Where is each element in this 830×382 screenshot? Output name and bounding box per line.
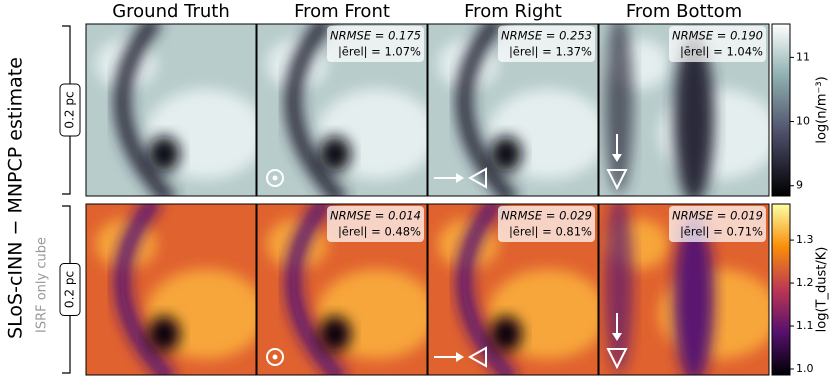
view-icon: [272, 175, 278, 181]
panel-frame: [598, 23, 770, 197]
panel-frame: [256, 23, 428, 197]
filament: [456, 204, 519, 375]
column-title: Ground Truth: [112, 1, 230, 22]
panel-frame: [427, 23, 599, 197]
panel: [86, 24, 256, 196]
column-title: From Front: [294, 1, 390, 22]
scale-label: 0.2 pc: [63, 91, 77, 128]
metric-nrmse: NRMSE = 0.014: [330, 209, 421, 223]
colorbar-tick-label: 1.3: [796, 233, 814, 246]
filament: [285, 24, 348, 196]
metric-box: [669, 206, 766, 242]
side-label: SLoS-cINN − MNPCP estimate: [5, 57, 27, 339]
view-arrow: [456, 352, 464, 362]
view-icon: [266, 348, 284, 366]
metric-nrmse: NRMSE = 0.253: [501, 29, 592, 43]
scale-box: [59, 83, 81, 137]
panel-frame: [85, 23, 257, 197]
filament: [114, 204, 177, 375]
metric-erel: |ērel| = 0.48%: [338, 225, 421, 239]
view-icon: [606, 169, 628, 191]
colorbar: [771, 203, 791, 376]
view-arrow: [612, 333, 622, 341]
colorbar-label: log(T_dust/K): [815, 247, 830, 333]
colorbar-tick-label: 9: [796, 179, 803, 192]
colorbar-tick-label: 10: [796, 115, 810, 128]
filament: [605, 24, 633, 194]
panel-frame: [256, 203, 428, 376]
scale-box: [59, 263, 81, 316]
colorbar-tick-label: 1.1: [796, 319, 814, 332]
colorbar-tick-label: 11: [796, 50, 810, 63]
column-title: From Bottom: [626, 1, 742, 22]
colorbar-tick-label: 1.0: [796, 362, 814, 375]
scale-label: 0.2 pc: [63, 271, 77, 308]
colorbar-label: log(n/m⁻³): [815, 76, 830, 143]
view-icon: [467, 346, 487, 368]
view-icon: [467, 167, 487, 189]
view-icon: [266, 169, 284, 187]
side-sublabel: ISRF only cube: [35, 237, 50, 333]
metric-erel: |ērel| = 1.37%: [509, 45, 592, 59]
metric-nrmse: NRMSE = 0.190: [672, 29, 763, 43]
metric-box: [327, 206, 424, 242]
metric-box: [498, 26, 595, 62]
filament: [285, 204, 348, 375]
core: [490, 136, 522, 172]
filament: [114, 24, 177, 196]
metric-box: [498, 206, 595, 242]
colorbar: [771, 23, 791, 197]
core: [148, 136, 180, 172]
core: [319, 136, 351, 172]
view-icon: [272, 354, 278, 360]
metric-erel: |ērel| = 1.07%: [338, 45, 421, 59]
view-arrow: [612, 154, 622, 162]
colorbar-tick-label: 1.2: [796, 276, 814, 289]
core: [148, 316, 180, 352]
panel-frame: [598, 203, 770, 376]
metric-box: [327, 26, 424, 62]
filament: [605, 204, 633, 374]
metric-erel: |ērel| = 1.04%: [680, 45, 763, 59]
panel-frame: [85, 203, 257, 376]
core: [319, 316, 351, 352]
metric-box: [669, 26, 766, 62]
metric-nrmse: NRMSE = 0.029: [501, 209, 592, 223]
view-arrow: [456, 173, 464, 183]
filament: [674, 34, 714, 196]
metric-nrmse: NRMSE = 0.175: [330, 29, 421, 43]
column-title: From Right: [464, 1, 562, 22]
view-icon: [606, 348, 628, 370]
metric-erel: |ērel| = 0.81%: [509, 225, 592, 239]
metric-nrmse: NRMSE = 0.019: [672, 209, 763, 223]
filament: [674, 214, 714, 375]
panel: [257, 204, 427, 375]
panel: [86, 204, 256, 375]
metric-erel: |ērel| = 0.71%: [680, 225, 763, 239]
filament: [456, 24, 519, 196]
panel-frame: [427, 203, 599, 376]
core: [490, 316, 522, 352]
